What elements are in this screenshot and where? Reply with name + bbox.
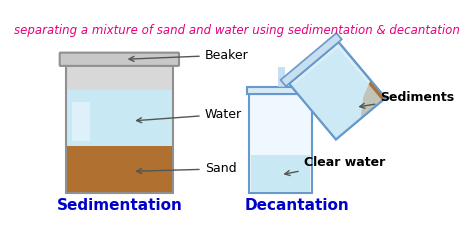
Text: Clear water: Clear water: [285, 156, 385, 176]
Bar: [160, 65, 173, 193]
Polygon shape: [361, 80, 385, 119]
Bar: [278, 67, 285, 87]
Bar: [72, 102, 91, 141]
Polygon shape: [281, 33, 342, 86]
Bar: [65, 65, 173, 193]
Bar: [251, 155, 310, 192]
Bar: [249, 94, 311, 193]
Text: Sedimentation: Sedimentation: [56, 197, 182, 213]
Bar: [65, 65, 81, 193]
Bar: [67, 146, 172, 192]
Text: Decantation: Decantation: [245, 197, 349, 213]
Bar: [247, 87, 314, 94]
Text: Sand: Sand: [137, 162, 237, 175]
Polygon shape: [292, 48, 382, 139]
Text: Sediments: Sediments: [360, 91, 455, 108]
Bar: [67, 90, 172, 146]
Text: separating a mixture of sand and water using sedimentation & decantation: separating a mixture of sand and water u…: [14, 24, 460, 37]
Text: Water: Water: [137, 108, 242, 123]
Bar: [81, 65, 160, 193]
Polygon shape: [289, 42, 385, 139]
FancyBboxPatch shape: [60, 53, 179, 66]
Text: Beaker: Beaker: [129, 49, 248, 62]
Bar: [67, 67, 172, 90]
